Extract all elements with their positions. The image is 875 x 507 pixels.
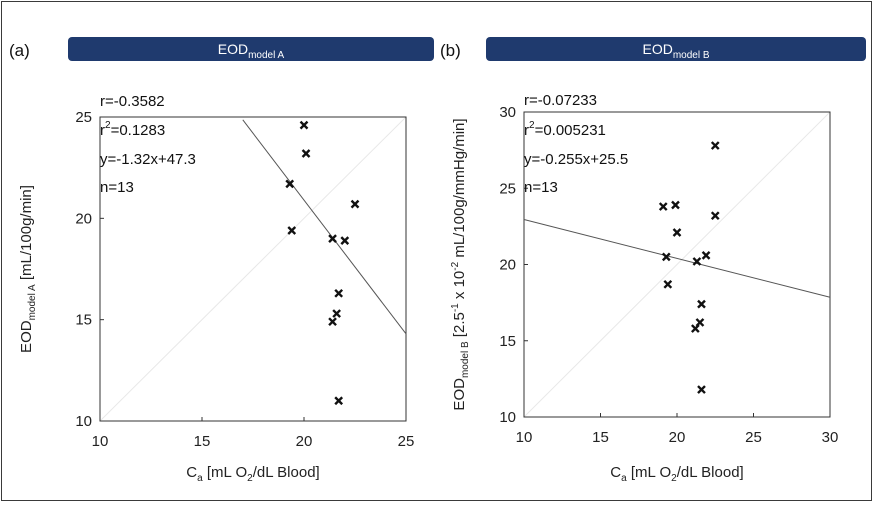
data-point-stroke bbox=[697, 385, 706, 394]
y-axis-label: EODmodel B [2.5-1 x 10-2 mL/100g/mmHg/mi… bbox=[450, 118, 471, 410]
x-tick-label: 25 bbox=[745, 429, 762, 446]
x-tick-label: 15 bbox=[592, 429, 609, 446]
stat-equation: y=-0.255x+25.5 bbox=[524, 151, 628, 168]
x-axis-label: Ca [mL O2/dL Blood] bbox=[186, 464, 319, 484]
stat-equation: y=-1.32x+47.3 bbox=[100, 151, 196, 168]
data-point-stroke bbox=[663, 279, 673, 289]
data-point bbox=[328, 234, 337, 243]
stat-n: n=13 bbox=[524, 179, 558, 196]
data-point bbox=[334, 396, 344, 406]
data-point-stroke bbox=[287, 226, 297, 235]
data-point-stroke bbox=[334, 288, 344, 298]
x-tick-label: 30 bbox=[822, 429, 839, 446]
stat-r: r=-0.3582 bbox=[100, 93, 165, 110]
data-point-stroke bbox=[697, 299, 706, 309]
y-tick-label: 15 bbox=[499, 333, 516, 350]
data-point-stroke bbox=[692, 257, 702, 266]
x-tick-label: 20 bbox=[669, 429, 686, 446]
data-point bbox=[299, 120, 309, 130]
title-banner bbox=[68, 37, 434, 61]
panel-label: (b) bbox=[440, 41, 461, 60]
data-point-stroke bbox=[710, 141, 720, 150]
stat-r: r=-0.07233 bbox=[524, 92, 597, 109]
x-tick-label: 15 bbox=[194, 433, 211, 450]
data-point bbox=[301, 149, 311, 158]
data-point-stroke bbox=[671, 200, 680, 210]
title-banner bbox=[486, 37, 866, 61]
x-tick-label: 10 bbox=[516, 429, 533, 446]
banner-title: EODmodel A bbox=[218, 41, 285, 61]
x-tick-label: 10 bbox=[92, 433, 109, 450]
data-point-stroke bbox=[658, 202, 668, 211]
data-point-stroke bbox=[691, 324, 700, 333]
x-tick-label: 25 bbox=[398, 433, 415, 450]
y-tick-label: 15 bbox=[75, 312, 92, 329]
x-tick-label: 20 bbox=[296, 433, 313, 450]
data-point-stroke bbox=[672, 228, 682, 237]
data-point-stroke bbox=[301, 149, 311, 158]
data-point-stroke bbox=[285, 179, 295, 189]
data-point bbox=[350, 199, 360, 209]
panel-a: (a) EODmodel A 10 15 20 25 10 15 20 25 Ca [mL O2/d… bbox=[9, 37, 434, 484]
data-point bbox=[691, 324, 700, 333]
regression-line bbox=[523, 219, 831, 298]
data-point bbox=[663, 279, 673, 289]
data-point bbox=[671, 200, 680, 210]
data-point-stroke bbox=[661, 252, 671, 262]
data-point bbox=[328, 317, 337, 327]
data-point bbox=[710, 211, 720, 221]
stat-r-squared: r2=0.005231 bbox=[524, 120, 606, 139]
data-point-stroke bbox=[701, 251, 711, 260]
y-tick-label: 10 bbox=[499, 409, 516, 426]
y-tick-label: 20 bbox=[499, 257, 516, 274]
panel-b: (b) EODmodel B 10 15 20 25 30 10 15 20 25 30 Ca [mL … bbox=[440, 37, 866, 484]
y-tick-label: 20 bbox=[75, 210, 92, 227]
data-point bbox=[334, 288, 344, 298]
y-axis-label: EODmodel A [mL/100g/min] bbox=[18, 185, 38, 353]
data-point-stroke bbox=[328, 234, 337, 243]
data-point bbox=[692, 257, 702, 266]
data-point bbox=[340, 236, 350, 245]
data-point bbox=[701, 251, 711, 260]
banner-title: EODmodel B bbox=[642, 41, 709, 61]
y-tick-label: 25 bbox=[75, 109, 92, 126]
data-point bbox=[672, 228, 682, 237]
data-point bbox=[697, 299, 706, 309]
data-point-stroke bbox=[332, 309, 341, 318]
data-point-stroke bbox=[710, 211, 720, 221]
data-point bbox=[661, 252, 671, 262]
data-point-stroke bbox=[299, 120, 309, 130]
data-point bbox=[285, 179, 295, 189]
stat-r-squared: r2=0.1283 bbox=[100, 120, 165, 139]
regression-line bbox=[242, 119, 407, 335]
data-point-stroke bbox=[350, 199, 360, 209]
data-point-stroke bbox=[340, 236, 350, 245]
data-point bbox=[658, 202, 668, 211]
y-tick-label: 10 bbox=[75, 413, 92, 430]
data-point bbox=[287, 226, 297, 235]
data-point-stroke bbox=[334, 396, 344, 406]
data-point-stroke bbox=[328, 317, 337, 327]
y-tick-label: 30 bbox=[499, 104, 516, 121]
data-point bbox=[710, 141, 720, 150]
plot-area bbox=[99, 116, 407, 422]
data-point bbox=[332, 309, 341, 318]
panel-label: (a) bbox=[9, 41, 30, 60]
identity-line bbox=[523, 111, 831, 418]
stat-n: n=13 bbox=[100, 179, 134, 196]
identity-line bbox=[99, 116, 407, 422]
data-point bbox=[697, 385, 706, 394]
x-axis-label: Ca [mL O2/dL Blood] bbox=[610, 464, 743, 484]
y-tick-label: 25 bbox=[499, 180, 516, 197]
